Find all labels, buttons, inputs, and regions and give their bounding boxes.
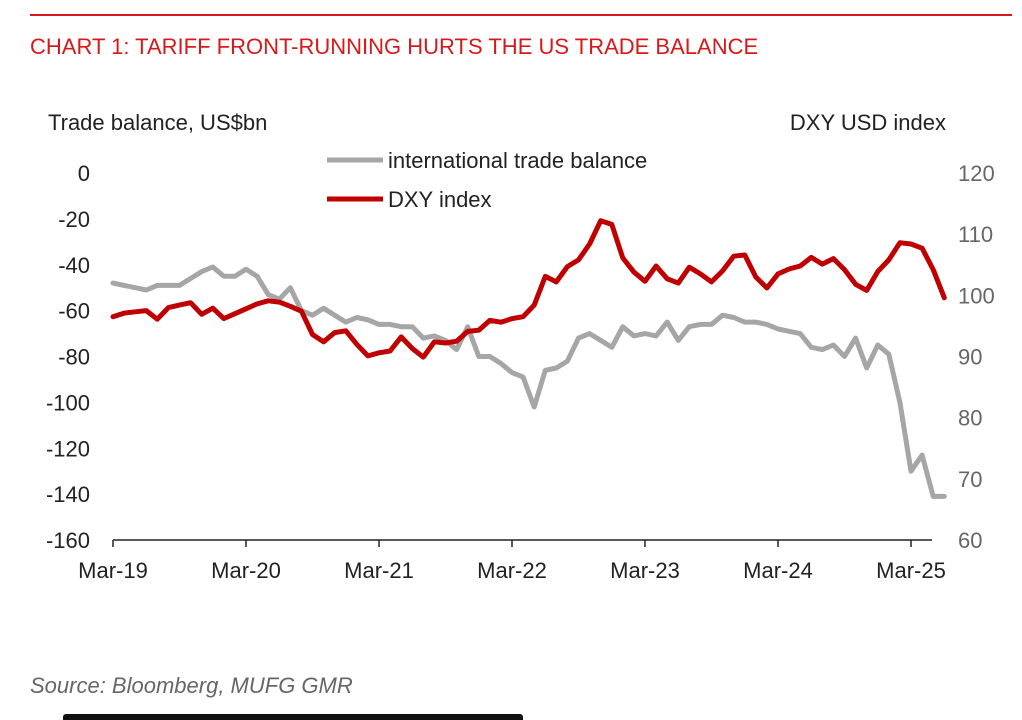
- legend-label-trade-balance: international trade balance: [388, 148, 647, 173]
- y-left-tick-label: -60: [58, 299, 90, 324]
- y-left-tick-label: -80: [58, 345, 90, 370]
- x-tick-label: Mar-20: [211, 558, 281, 583]
- x-tick-label: Mar-21: [344, 558, 414, 583]
- chart: Trade balance, US$bn DXY USD index 0 -20 -…: [46, 110, 995, 583]
- y-left-tick-label: -160: [46, 528, 90, 553]
- y-left-ticks: 0 -20 -40 -60 -80 -100 -120 -140 -160: [46, 161, 90, 553]
- x-tick-label: Mar-19: [78, 558, 148, 583]
- top-rule: [30, 14, 1012, 16]
- y-right-tick-label: 80: [958, 406, 982, 431]
- y-right-tick-label: 60: [958, 528, 982, 553]
- y-left-tick-label: -140: [46, 482, 90, 507]
- y-right-tick-label: 110: [958, 222, 993, 247]
- legend: international trade balance DXY index: [327, 148, 647, 212]
- x-tick-label: Mar-24: [743, 558, 813, 583]
- x-ticks: Mar-19 Mar-20 Mar-21 Mar-22 Mar-23 Mar-24 Mar-…: [78, 540, 946, 583]
- legend-label-dxy: DXY index: [388, 187, 492, 212]
- y-left-axis-title: Trade balance, US$bn: [48, 110, 267, 135]
- bottom-bar: [63, 714, 523, 720]
- y-right-tick-label: 100: [958, 283, 995, 308]
- dxy-index-line: [110, 218, 947, 360]
- chart-title: CHART 1: TARIFF FRONT-RUNNING HURTS THE …: [30, 34, 759, 59]
- source-note: Source: Bloomberg, MUFG GMR: [30, 673, 353, 698]
- y-right-tick-label: 90: [958, 345, 982, 370]
- x-tick-label: Mar-22: [477, 558, 547, 583]
- y-left-tick-label: 0: [78, 161, 90, 186]
- y-left-tick-label: -20: [58, 207, 90, 232]
- y-left-tick-label: -100: [46, 390, 90, 415]
- y-left-tick-label: -40: [58, 253, 90, 278]
- trade-balance-line: [110, 264, 947, 499]
- x-tick-label: Mar-23: [610, 558, 680, 583]
- y-right-tick-label: 70: [958, 467, 982, 492]
- x-tick-label: Mar-25: [876, 558, 946, 583]
- y-right-axis-title: DXY USD index: [790, 110, 946, 135]
- y-right-ticks: 120 110 100 90 80 70 60: [958, 161, 995, 553]
- y-right-tick-label: 120: [958, 161, 995, 186]
- series-layer: [110, 218, 947, 499]
- y-left-tick-label: -120: [46, 436, 90, 461]
